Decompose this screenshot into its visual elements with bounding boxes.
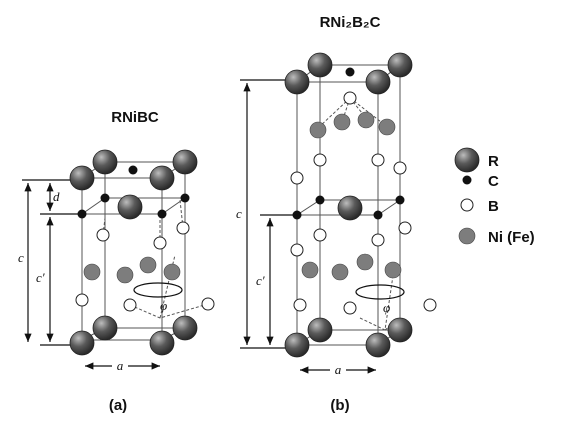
r — [366, 333, 390, 357]
atoms — [70, 150, 214, 355]
r — [285, 70, 309, 94]
b — [314, 154, 326, 166]
legend-label: Ni (Fe) — [488, 229, 535, 246]
legend-ni — [459, 228, 475, 244]
ni — [334, 114, 350, 130]
panel-b: RNi₂B₂C c c′ a φ — [236, 14, 436, 414]
ni — [332, 264, 348, 280]
ni — [117, 267, 133, 283]
c — [346, 68, 355, 77]
legend-label: R — [488, 153, 499, 170]
ni — [379, 119, 395, 135]
label-a: a — [117, 358, 124, 373]
b — [291, 172, 303, 184]
b — [372, 234, 384, 246]
r — [308, 318, 332, 342]
legend-label: B — [488, 198, 499, 215]
r — [93, 150, 117, 174]
b — [424, 299, 436, 311]
r — [308, 53, 332, 77]
r — [150, 331, 174, 355]
c — [396, 196, 405, 205]
caption: (b) — [330, 397, 349, 414]
c — [293, 211, 302, 220]
r — [285, 333, 309, 357]
label-c-prime: c′ — [36, 270, 45, 285]
r — [366, 70, 390, 94]
title: RNi₂B₂C — [320, 14, 381, 31]
label-c: c — [236, 206, 242, 221]
label-d: d — [53, 189, 60, 204]
rotation — [356, 285, 404, 299]
ni — [357, 254, 373, 270]
r — [173, 150, 197, 174]
rotation — [134, 283, 182, 297]
label-c: c — [18, 250, 24, 265]
r — [93, 316, 117, 340]
b — [124, 299, 136, 311]
legend-b — [461, 199, 473, 211]
c — [181, 194, 190, 203]
b — [177, 222, 189, 234]
label-phi: φ — [160, 298, 167, 313]
ni — [385, 262, 401, 278]
b — [344, 302, 356, 314]
b — [394, 162, 406, 174]
b — [202, 298, 214, 310]
r — [150, 166, 174, 190]
b — [154, 237, 166, 249]
ni — [84, 264, 100, 280]
r — [338, 196, 362, 220]
dim-lines — [22, 180, 80, 345]
atoms — [285, 53, 436, 357]
legend: R C B Ni (Fe) — [455, 148, 535, 246]
b — [291, 244, 303, 256]
ni — [310, 122, 326, 138]
c — [129, 166, 138, 175]
dim-lines — [240, 80, 295, 348]
b — [97, 229, 109, 241]
c — [316, 196, 325, 205]
diagram: RNiBC c c′ d a φ — [0, 0, 566, 421]
c — [374, 211, 383, 220]
legend-c — [463, 176, 472, 185]
label-c-prime: c′ — [256, 273, 265, 288]
legend-r — [455, 148, 479, 172]
legend-label: C — [488, 173, 499, 190]
r — [173, 316, 197, 340]
ni — [358, 112, 374, 128]
b — [372, 154, 384, 166]
ni — [164, 264, 180, 280]
ni — [302, 262, 318, 278]
cell-lines — [82, 162, 208, 340]
r — [118, 195, 142, 219]
c — [78, 210, 87, 219]
ni — [140, 257, 156, 273]
b — [294, 299, 306, 311]
r — [388, 318, 412, 342]
title: RNiBC — [111, 109, 159, 126]
c — [158, 210, 167, 219]
r — [70, 331, 94, 355]
c — [101, 194, 110, 203]
label-a: a — [335, 362, 342, 377]
r — [70, 166, 94, 190]
b — [344, 92, 356, 104]
b — [399, 222, 411, 234]
panel-a: RNiBC c c′ d a φ — [18, 109, 214, 414]
caption: (a) — [109, 397, 127, 414]
label-phi: φ — [383, 300, 390, 315]
b — [76, 294, 88, 306]
r — [388, 53, 412, 77]
b — [314, 229, 326, 241]
